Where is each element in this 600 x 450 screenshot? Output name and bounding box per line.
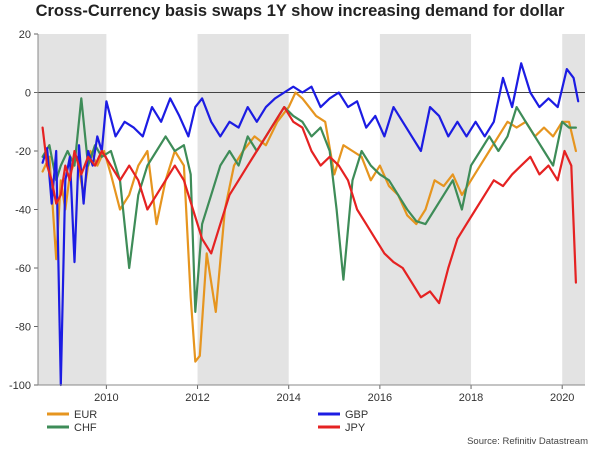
legend-label-jpy: JPY — [345, 422, 366, 434]
x-tick-label: 2018 — [459, 392, 483, 404]
y-tick-label: 0 — [25, 88, 31, 100]
legend-label-chf: CHF — [74, 422, 97, 434]
source-note: Source: Refinitiv Datastream — [467, 436, 588, 447]
x-tick-label: 2012 — [185, 392, 209, 404]
y-tick-label: -40 — [15, 205, 31, 217]
y-tick-label: -100 — [9, 380, 31, 392]
y-tick-label: -60 — [15, 263, 31, 275]
legend-label-gbp: GBP — [345, 409, 368, 421]
legend-label-eur: EUR — [74, 409, 97, 421]
series-line-chf — [41, 97, 578, 313]
y-tick-label: -80 — [15, 322, 31, 334]
x-tick-label: 2016 — [368, 392, 392, 404]
chart-title: Cross-Currency basis swaps 1Y show incre… — [35, 2, 565, 20]
series-line-gbp — [41, 62, 580, 387]
series-line-jpy — [41, 105, 578, 305]
x-tick-label: 2010 — [94, 392, 118, 404]
y-tick-label: -20 — [15, 146, 31, 158]
x-tick-label: 2020 — [550, 392, 574, 404]
series-line-eur — [41, 91, 578, 363]
shaded-band — [197, 34, 289, 385]
x-tick-label: 2014 — [276, 392, 300, 404]
y-tick-label: 20 — [19, 29, 31, 41]
